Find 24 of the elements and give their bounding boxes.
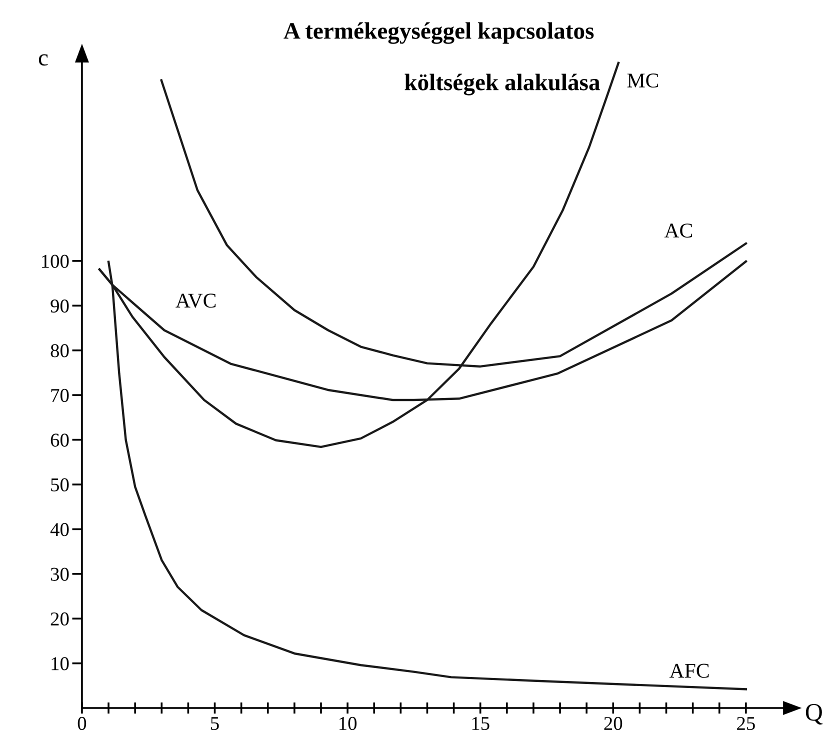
y-tick-label: 50 (51, 478, 69, 492)
text: költségek alakulása (404, 74, 600, 96)
y-tick-label: 60 (50, 434, 69, 447)
x-tick-label: 10 (340, 716, 357, 730)
chart-title: A termékegységgel kapcsolatos (284, 22, 594, 44)
x-tick-label: 25 (737, 716, 755, 730)
series-label: AC (664, 224, 692, 238)
series-label: AVC (176, 294, 216, 308)
y-tick-label: 10 (52, 657, 69, 670)
y-tick-label: 20 (50, 612, 69, 626)
y-tick-label: 90 (50, 299, 69, 313)
y-tick-label: 40 (50, 523, 69, 536)
y-tick-label: 80 (50, 344, 69, 358)
y-axis-title: c (38, 54, 48, 66)
y-tick-label: 70 (51, 388, 69, 402)
series-label: AFC (670, 664, 709, 678)
x-tick-label: 5 (211, 717, 219, 730)
y-tick-label: 100 (42, 254, 69, 268)
y-tick-label: 30 (50, 568, 69, 581)
series-label: MC (627, 74, 658, 88)
x-axis-title: Q (806, 704, 823, 725)
x-tick-label: 15 (472, 717, 490, 730)
x-tick-label: 0 (78, 716, 86, 730)
x-tick-label: 20 (604, 716, 622, 730)
